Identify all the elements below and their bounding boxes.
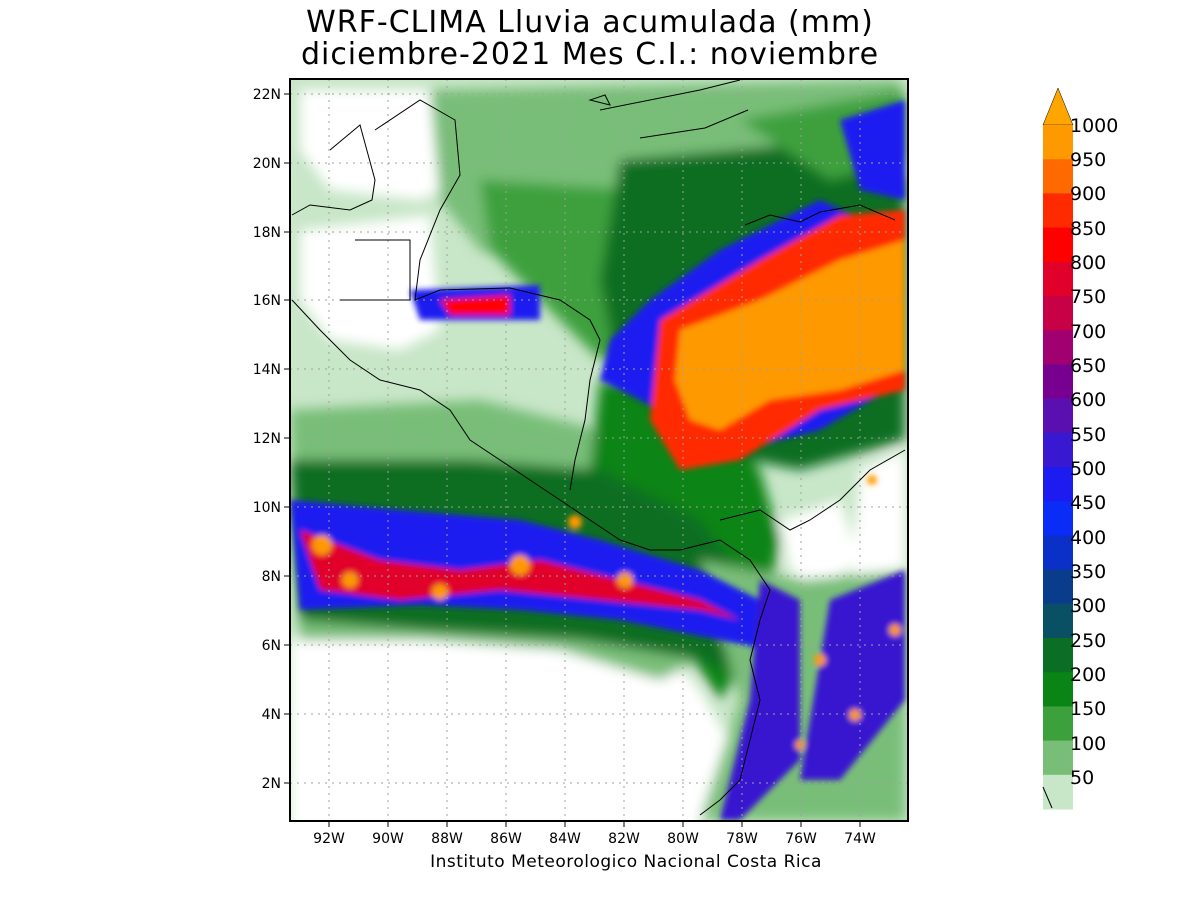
colorbar-label: 500 <box>1070 458 1106 480</box>
colorbar-swatch <box>1043 432 1073 468</box>
colorbar-swatches <box>1043 125 1073 810</box>
colorbar-label: 1000 <box>1070 115 1118 137</box>
colorbar-label: 650 <box>1070 355 1106 377</box>
colorbar-swatch <box>1043 330 1073 365</box>
lon-label: 80W <box>667 831 699 847</box>
lat-label: 14N <box>253 362 281 378</box>
colorbar-label: 350 <box>1070 561 1106 583</box>
precipitation-field <box>290 79 908 821</box>
lat-label: 16N <box>253 293 281 309</box>
lat-label: 8N <box>262 569 281 585</box>
colorbar-label: 450 <box>1070 492 1106 514</box>
lon-label: 88W <box>431 831 463 847</box>
colorbar-swatch <box>1043 193 1073 229</box>
map-title-line1: WRF-CLIMA Lluvia acumulada (mm) <box>306 5 874 40</box>
colorbar-swatch <box>1043 398 1073 434</box>
colorbar: 1000 950 900 850 800 750 700 650 600 550… <box>1042 87 1118 810</box>
colorbar-swatch <box>1043 603 1073 639</box>
colorbar-swatch <box>1043 638 1073 673</box>
colorbar-label: 800 <box>1070 252 1106 274</box>
lon-label: 86W <box>490 831 522 847</box>
colorbar-swatch <box>1043 774 1073 810</box>
lon-label: 74W <box>844 831 876 847</box>
colorbar-label: 850 <box>1070 218 1106 240</box>
colorbar-swatch <box>1043 467 1073 502</box>
colorbar-label: 550 <box>1070 424 1106 446</box>
lon-label: 84W <box>549 831 581 847</box>
colorbar-label: 200 <box>1070 664 1106 686</box>
colorbar-swatch <box>1043 501 1073 536</box>
lon-label: 90W <box>372 831 404 847</box>
lon-label: 92W <box>313 831 345 847</box>
colorbar-label: 150 <box>1070 698 1106 720</box>
colorbar-swatch <box>1043 296 1073 331</box>
colorbar-label: 300 <box>1070 595 1106 617</box>
colorbar-min-tail <box>1042 786 1053 809</box>
lon-label: 82W <box>608 831 640 847</box>
lat-label: 4N <box>262 707 281 723</box>
colorbar-label: 600 <box>1070 389 1106 411</box>
colorbar-swatch <box>1043 261 1073 297</box>
coastlines <box>291 79 906 816</box>
colorbar-swatch <box>1043 364 1073 400</box>
map-title-line2: diciembre-2021 Mes C.I.: noviembre <box>300 37 880 72</box>
lon-label: 76W <box>785 831 817 847</box>
lat-labels: 22N 20N 18N 16N 14N 12N 10N 8N 6N 4N 2N <box>253 87 281 792</box>
credit-text: Instituto Meteorologico Nacional Costa R… <box>430 852 822 872</box>
colorbar-swatch <box>1043 159 1073 194</box>
colorbar-label: 700 <box>1070 321 1106 343</box>
colorbar-label: 50 <box>1070 767 1094 789</box>
lat-label: 22N <box>253 87 281 103</box>
lat-label: 20N <box>253 156 281 172</box>
lat-label: 10N <box>253 500 281 516</box>
lat-label: 18N <box>253 225 281 241</box>
colorbar-swatch <box>1043 535 1073 571</box>
map-grid <box>290 79 908 821</box>
lat-label: 12N <box>253 431 281 447</box>
map-frame <box>289 78 909 822</box>
lon-labels: 92W 90W 88W 86W 84W 82W 80W 78W 76W 74W <box>313 831 876 847</box>
lat-label: 6N <box>262 638 281 654</box>
colorbar-labels: 1000 950 900 850 800 750 700 650 600 550… <box>1070 115 1118 789</box>
colorbar-swatch <box>1043 569 1073 605</box>
lon-label: 78W <box>726 831 758 847</box>
colorbar-swatch <box>1043 706 1073 742</box>
colorbar-label: 750 <box>1070 286 1106 308</box>
colorbar-label: 900 <box>1070 183 1106 205</box>
colorbar-swatch <box>1043 125 1073 160</box>
colorbar-label: 100 <box>1070 733 1106 755</box>
colorbar-label: 250 <box>1070 630 1106 652</box>
colorbar-swatch <box>1043 672 1073 707</box>
colorbar-label: 950 <box>1070 149 1106 171</box>
colorbar-swatch <box>1043 740 1073 776</box>
lat-label: 2N <box>262 776 281 792</box>
colorbar-label: 400 <box>1070 527 1106 549</box>
colorbar-swatch <box>1043 227 1073 263</box>
axis-ticks <box>284 93 861 827</box>
colorbar-max-arrow <box>1042 87 1074 126</box>
